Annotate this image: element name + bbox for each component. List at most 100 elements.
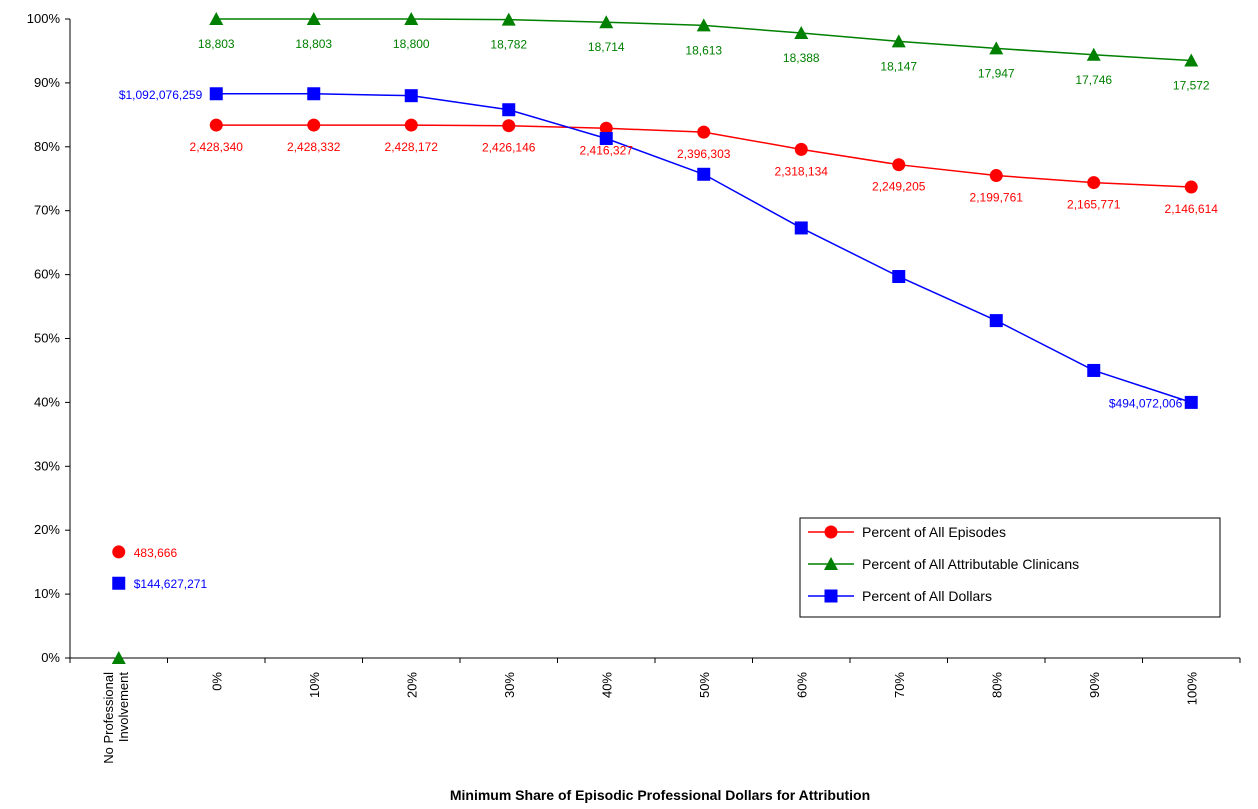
series-group	[111, 12, 1199, 664]
data-point-triangle	[891, 34, 906, 48]
x-tick-label: 80%	[989, 672, 1004, 698]
clinicians-label: 18,714	[588, 40, 625, 54]
y-tick-label: 30%	[34, 458, 60, 473]
x-tick-label: 30%	[502, 672, 517, 698]
y-tick-label: 0%	[41, 650, 60, 665]
x-axis-ticks: No Professional Involvement 0% 10% 20% 30% 40%…	[69, 658, 1241, 764]
data-point-circle	[989, 169, 1003, 183]
clinicians-label: 17,572	[1173, 79, 1210, 93]
legend: Percent of All Episodes Percent of All At…	[799, 517, 1221, 618]
data-point-square	[1184, 395, 1198, 409]
clinicians-label: 17,947	[978, 66, 1015, 80]
data-point-triangle	[989, 41, 1004, 55]
x-tick-label: 10%	[307, 672, 322, 698]
y-tick-label: 80%	[34, 139, 60, 154]
clinicians-label: 17,746	[1075, 73, 1112, 87]
dollars-label: $144,627,271	[134, 577, 208, 591]
legend-marker-triangle	[824, 557, 838, 570]
data-point-square	[209, 87, 223, 101]
clinicians-label: 18,803	[295, 37, 332, 51]
data-point-triangle	[696, 18, 711, 32]
data-point-circle	[1184, 180, 1198, 194]
y-tick-label: 60%	[34, 267, 60, 282]
data-point-square	[404, 89, 418, 103]
episodes-label: 2,199,761	[970, 191, 1024, 205]
data-point-triangle	[111, 651, 126, 664]
data-point-square	[502, 103, 516, 117]
data-point-triangle	[599, 15, 614, 29]
clinicians-label: 18,147	[880, 59, 917, 73]
clinicians-label: 18,803	[198, 37, 235, 51]
y-tick-label: 10%	[34, 586, 60, 601]
dollars-label: $494,072,006	[1109, 396, 1183, 410]
data-point-square	[697, 167, 711, 181]
legend-label: Percent of All Attributable Clinicans	[862, 556, 1079, 572]
x-tick-label: 50%	[697, 672, 712, 698]
data-point-triangle	[306, 12, 321, 25]
x-tick-label: 20%	[404, 672, 419, 698]
x-tick-label: No Professional	[101, 672, 116, 764]
episodes-label: 2,428,340	[190, 140, 244, 154]
clinicians-label: 18,800	[393, 37, 430, 51]
legend-label: Percent of All Episodes	[862, 524, 1006, 540]
data-point-square	[1087, 363, 1101, 377]
x-tick-label: 60%	[794, 672, 809, 698]
data-point-circle	[599, 121, 613, 135]
data-labels: 483,666 2,428,340 2,428,332 2,428,172 2,426,…	[119, 37, 1218, 591]
episodes-label: 2,428,172	[385, 140, 439, 154]
legend-label: Percent of All Dollars	[862, 588, 992, 604]
legend-box	[799, 517, 1221, 618]
episodes-label: 2,396,303	[677, 147, 731, 161]
episodes-label: 2,426,146	[482, 141, 536, 155]
episodes-label: 483,666	[134, 546, 178, 560]
data-point-triangle	[501, 12, 516, 26]
data-point-square	[892, 270, 906, 284]
clinicians-label: 18,388	[783, 51, 820, 65]
data-point-circle	[307, 118, 321, 132]
x-tick-label: 70%	[892, 672, 907, 698]
data-point-circle	[794, 142, 808, 156]
legend-marker-circle	[824, 525, 838, 539]
clinicians-label: 18,613	[685, 43, 722, 57]
y-tick-label: 40%	[34, 394, 60, 409]
data-point-circle	[209, 118, 223, 132]
episodes-label: 2,165,771	[1067, 198, 1121, 212]
data-point-square	[307, 87, 321, 101]
data-point-square	[989, 314, 1003, 328]
data-point-circle	[112, 545, 126, 559]
clinicians-label: 18,782	[490, 38, 527, 52]
y-tick-label: 50%	[34, 331, 60, 346]
y-tick-label: 90%	[34, 75, 60, 90]
episodes-label: 2,318,134	[775, 164, 829, 178]
data-point-circle	[892, 158, 906, 172]
data-point-circle	[697, 125, 711, 139]
episodes-label: 2,146,614	[1165, 202, 1219, 216]
y-tick-label: 70%	[34, 203, 60, 218]
y-axis-ticks: 0% 10% 20% 30% 40% 50% 60% 70% 80% 90% 100%	[27, 11, 70, 665]
data-point-triangle	[404, 12, 419, 25]
episodes-label: 2,416,327	[580, 143, 634, 157]
x-tick-label: 100%	[1184, 672, 1199, 706]
data-point-circle	[502, 119, 516, 133]
data-point-triangle	[209, 12, 224, 25]
episodes-label: 2,428,332	[287, 140, 341, 154]
data-point-circle	[404, 118, 418, 132]
data-point-triangle	[794, 26, 809, 40]
data-point-square	[112, 576, 126, 590]
data-point-triangle	[1086, 47, 1101, 61]
data-point-square	[599, 131, 613, 145]
data-point-circle	[1087, 176, 1101, 190]
x-tick-label: Involvement	[116, 672, 131, 742]
y-tick-label: 20%	[34, 522, 60, 537]
data-point-square	[794, 221, 808, 235]
x-tick-label: 40%	[599, 672, 614, 698]
x-tick-label: 0%	[209, 672, 224, 691]
episodes-label: 2,249,205	[872, 180, 926, 194]
legend-marker-square	[824, 589, 838, 603]
data-point-triangle	[1184, 53, 1199, 67]
x-tick-label: 90%	[1087, 672, 1102, 698]
dollars-label: $1,092,076,259	[119, 88, 203, 102]
y-tick-label: 100%	[27, 11, 61, 26]
x-axis-title: Minimum Share of Episodic Professional D…	[450, 787, 870, 803]
